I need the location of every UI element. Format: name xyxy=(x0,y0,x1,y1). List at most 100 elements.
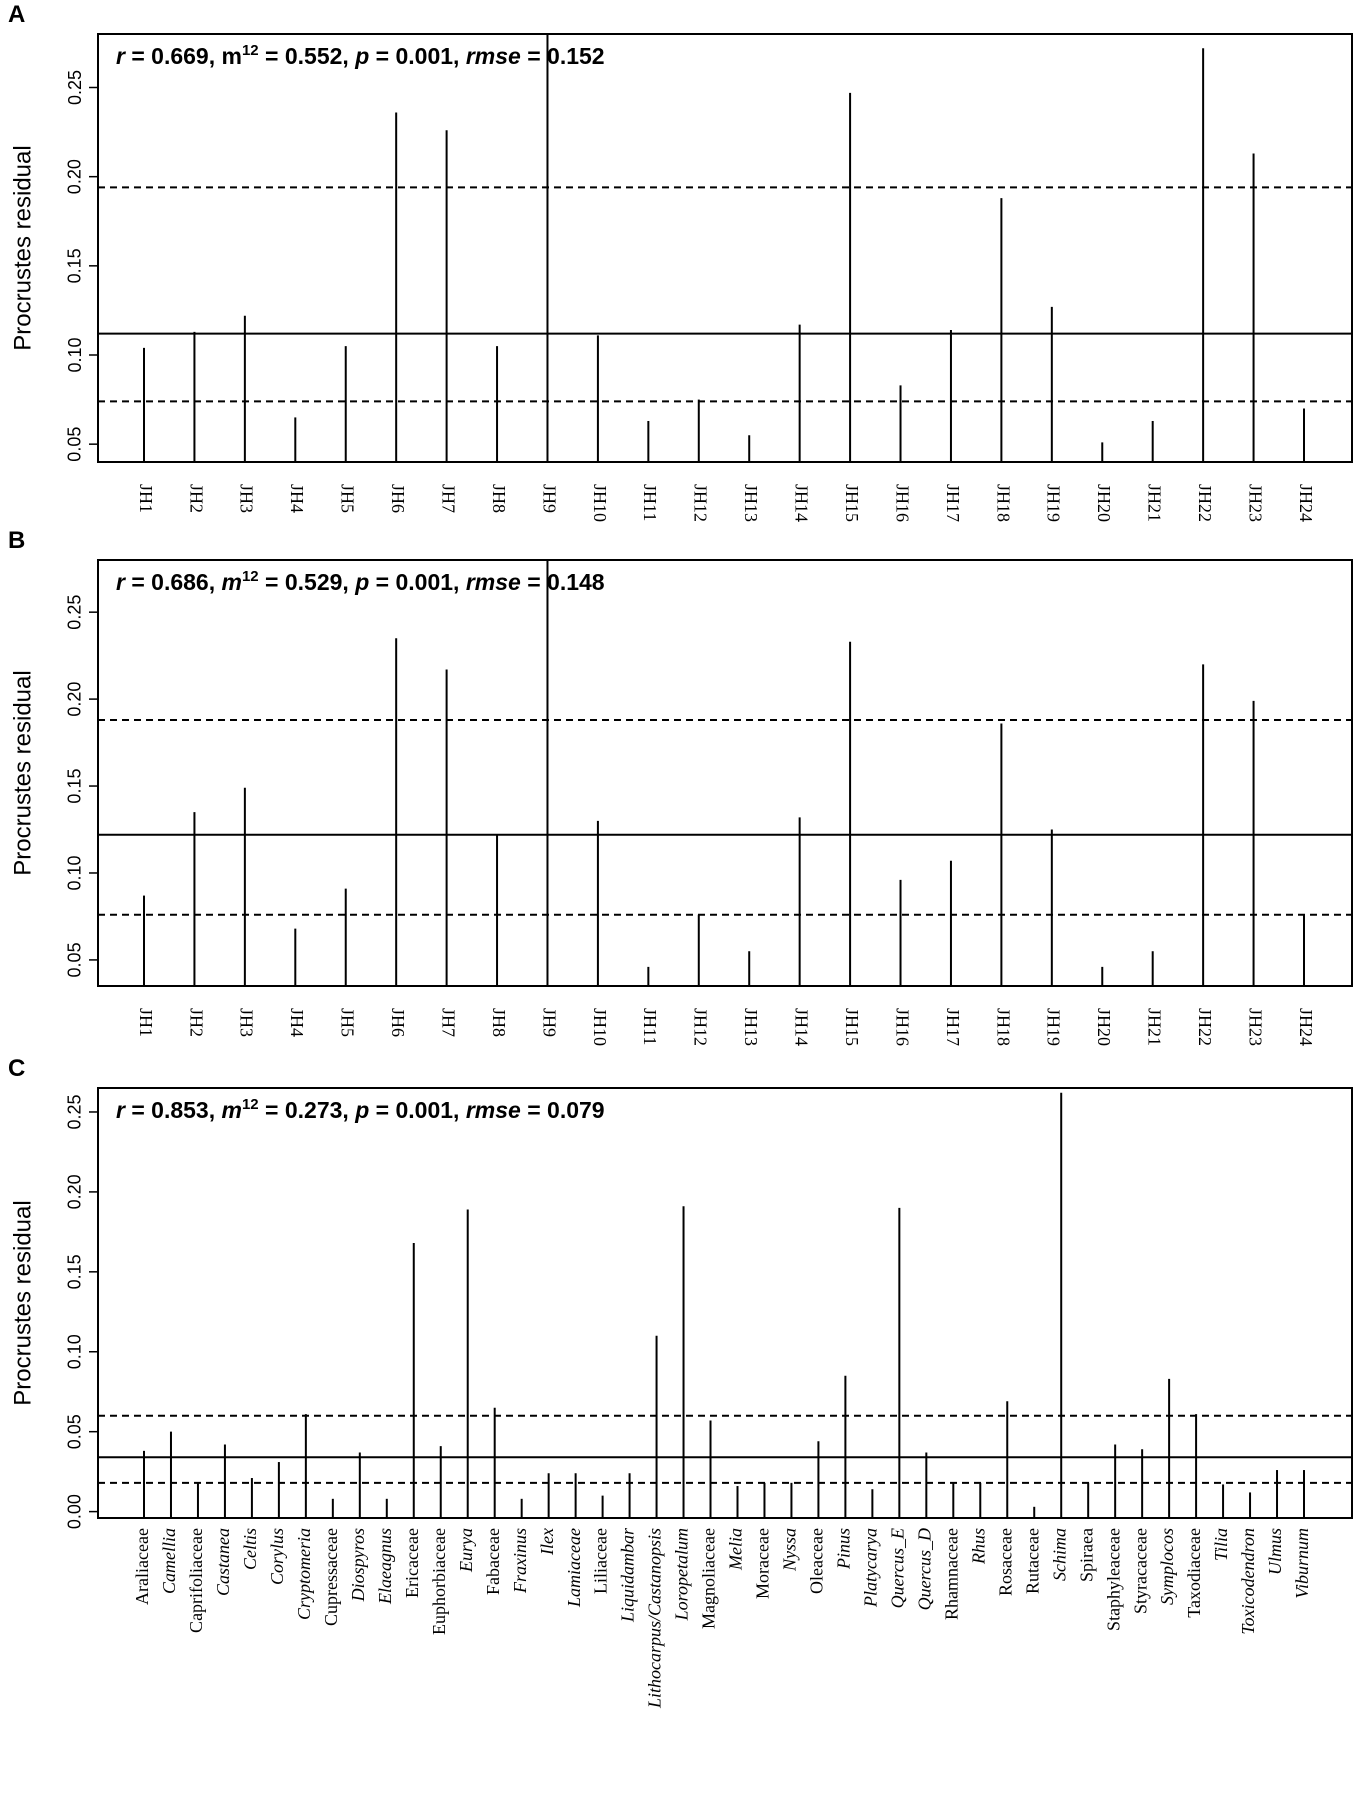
y-tick-label: 0.25 xyxy=(65,595,85,630)
x-tick-label: Castanea xyxy=(213,1528,233,1596)
y-tick-label: 0.15 xyxy=(65,769,85,804)
x-tick-label: JH16 xyxy=(892,1008,912,1046)
x-tick-label: Schima xyxy=(1049,1528,1069,1581)
y-tick-label: 0.25 xyxy=(65,1094,85,1129)
x-tick-label: Magnoliaceae xyxy=(699,1528,719,1629)
x-tick-label: Nyssa xyxy=(780,1528,800,1572)
y-tick-label: 0.10 xyxy=(65,855,85,890)
x-tick-label: JH22 xyxy=(1195,484,1215,522)
x-tick-label: JH22 xyxy=(1195,1008,1215,1046)
x-tick-label: JH4 xyxy=(287,1008,307,1037)
x-tick-label: Diospyros xyxy=(348,1528,368,1602)
y-tick-label: 0.05 xyxy=(65,942,85,977)
x-tick-label: Symplocos xyxy=(1157,1528,1177,1605)
x-tick-label: JH15 xyxy=(842,484,862,522)
x-tick-label: JH11 xyxy=(640,484,660,521)
x-tick-label: JH23 xyxy=(1245,1008,1265,1046)
x-tick-label: JH19 xyxy=(1044,484,1064,522)
x-tick-label: JH24 xyxy=(1296,1008,1316,1046)
x-tick-label: Elaeagnus xyxy=(375,1528,395,1605)
x-tick-label: Tilia xyxy=(1211,1528,1231,1561)
x-tick-label: Rhus xyxy=(968,1528,988,1565)
x-tick-label: JH19 xyxy=(1044,1008,1064,1046)
panel-b: B 0.05 0.10 0.15 0.20 0.25 Procrustes residual… xyxy=(8,527,1353,1046)
x-tick-label: Rosaceae xyxy=(995,1528,1015,1596)
x-tick-label: JH13 xyxy=(741,484,761,522)
x-tick-label: JH3 xyxy=(237,1008,257,1037)
x-tick-label: JH1 xyxy=(136,484,156,513)
x-tick-label: Eurya xyxy=(456,1528,476,1573)
y-tick-label: 0.15 xyxy=(65,1254,85,1289)
panel-a: A 0.05 0.10 0.15 0.20 0.25 Procrustes residual… xyxy=(8,1,1353,522)
x-tick-label: JH8 xyxy=(489,484,509,513)
x-tick-label: JH3 xyxy=(237,484,257,513)
x-tick-label: JH15 xyxy=(842,1008,862,1046)
x-tick-label: JH18 xyxy=(993,484,1013,522)
stats-annotation: r = 0.669, m12 = 0.552, p = 0.001, rmse … xyxy=(116,42,605,69)
panel-label: A xyxy=(8,1,25,28)
x-tick-label: JH24 xyxy=(1296,484,1316,522)
x-tick-label: JH13 xyxy=(741,1008,761,1046)
x-tick-label: Liquidambar xyxy=(618,1527,638,1623)
x-tick-label: JH20 xyxy=(1094,484,1114,522)
panel-c: C 0.00 0.05 0.10 0.15 0.20 0.25 Procrustes resi… xyxy=(8,1055,1353,1709)
x-tick-label: JH5 xyxy=(338,1008,358,1037)
stats-annotation: r = 0.853, m12 = 0.273, p = 0.001, rmse … xyxy=(116,1096,605,1123)
x-tick-label: Lamiaceae xyxy=(564,1528,584,1608)
plot-frame xyxy=(97,1087,1353,1519)
plot-frame xyxy=(97,559,1353,987)
x-tick-label: JH6 xyxy=(388,1008,408,1037)
x-tick-label: Pinus xyxy=(834,1528,854,1570)
x-tick-label: JH12 xyxy=(691,484,711,522)
x-tick-label: Viburnum xyxy=(1292,1528,1312,1599)
x-tick-label: Toxicodendron xyxy=(1238,1528,1258,1635)
x-tick-label: JH9 xyxy=(539,484,559,513)
x-tick-label: JH8 xyxy=(489,1008,509,1037)
x-tick-label: Ilex xyxy=(537,1528,557,1556)
x-tick-label: JH18 xyxy=(993,1008,1013,1046)
x-tick-label: JH9 xyxy=(539,1008,559,1037)
x-tick-label: JH10 xyxy=(590,1008,610,1046)
x-tick-label: Fabaceae xyxy=(483,1528,503,1595)
x-tick-label: Liliaceae xyxy=(591,1528,611,1594)
x-tick-label: Rutaceae xyxy=(1022,1528,1042,1594)
x-tick-label: Spiraea xyxy=(1076,1528,1096,1582)
x-tick-label: JH7 xyxy=(438,1008,458,1037)
x-tick-label: Quercus_D xyxy=(914,1528,934,1610)
x-tick-label: JH4 xyxy=(287,484,307,513)
y-tick-label: 0.10 xyxy=(65,337,85,372)
x-tick-label: Celtis xyxy=(240,1528,260,1570)
x-tick-label: Melia xyxy=(726,1528,746,1571)
x-tick-label: JH6 xyxy=(388,484,408,513)
y-tick-label: 0.15 xyxy=(65,248,85,283)
x-tick-label: Moraceae xyxy=(753,1528,773,1599)
x-tick-label: JH10 xyxy=(590,484,610,522)
x-tick-label: JH11 xyxy=(640,1008,660,1045)
x-tick-label: Fraxinus xyxy=(510,1528,530,1594)
y-axis-label: Procrustes residual xyxy=(9,145,36,350)
x-tick-label: JH14 xyxy=(792,484,812,522)
x-tick-label: Lithocarpus/Castanopsis xyxy=(645,1528,665,1709)
x-tick-label: Styracaceae xyxy=(1130,1528,1150,1614)
x-tick-label: JH16 xyxy=(892,484,912,522)
x-tick-label: JH7 xyxy=(438,484,458,513)
x-tick-label: JH17 xyxy=(943,484,963,522)
x-tick-label: JH21 xyxy=(1145,484,1165,522)
x-tick-label: Cryptomeria xyxy=(294,1528,314,1620)
x-tick-label: Rhamnaceae xyxy=(941,1528,961,1620)
y-tick-label: 0.20 xyxy=(65,1174,85,1209)
y-tick-label: 0.20 xyxy=(65,682,85,717)
x-tick-label: JH20 xyxy=(1094,1008,1114,1046)
y-axis-label: Procrustes residual xyxy=(9,670,36,875)
y-tick-label: 0.05 xyxy=(65,1414,85,1449)
x-tick-label: Taxodiaceae xyxy=(1184,1528,1204,1618)
x-tick-label: JH1 xyxy=(136,1008,156,1037)
x-tick-label: JH17 xyxy=(943,1008,963,1046)
x-tick-label: Quercus_E xyxy=(887,1528,907,1608)
y-tick-label: 0.10 xyxy=(65,1334,85,1369)
x-tick-label: Euphorbiaceae xyxy=(429,1528,449,1635)
x-tick-label: Camellia xyxy=(159,1528,179,1594)
x-tick-label: Cupressaceae xyxy=(321,1528,341,1626)
x-tick-label: Ericaceae xyxy=(402,1528,422,1598)
